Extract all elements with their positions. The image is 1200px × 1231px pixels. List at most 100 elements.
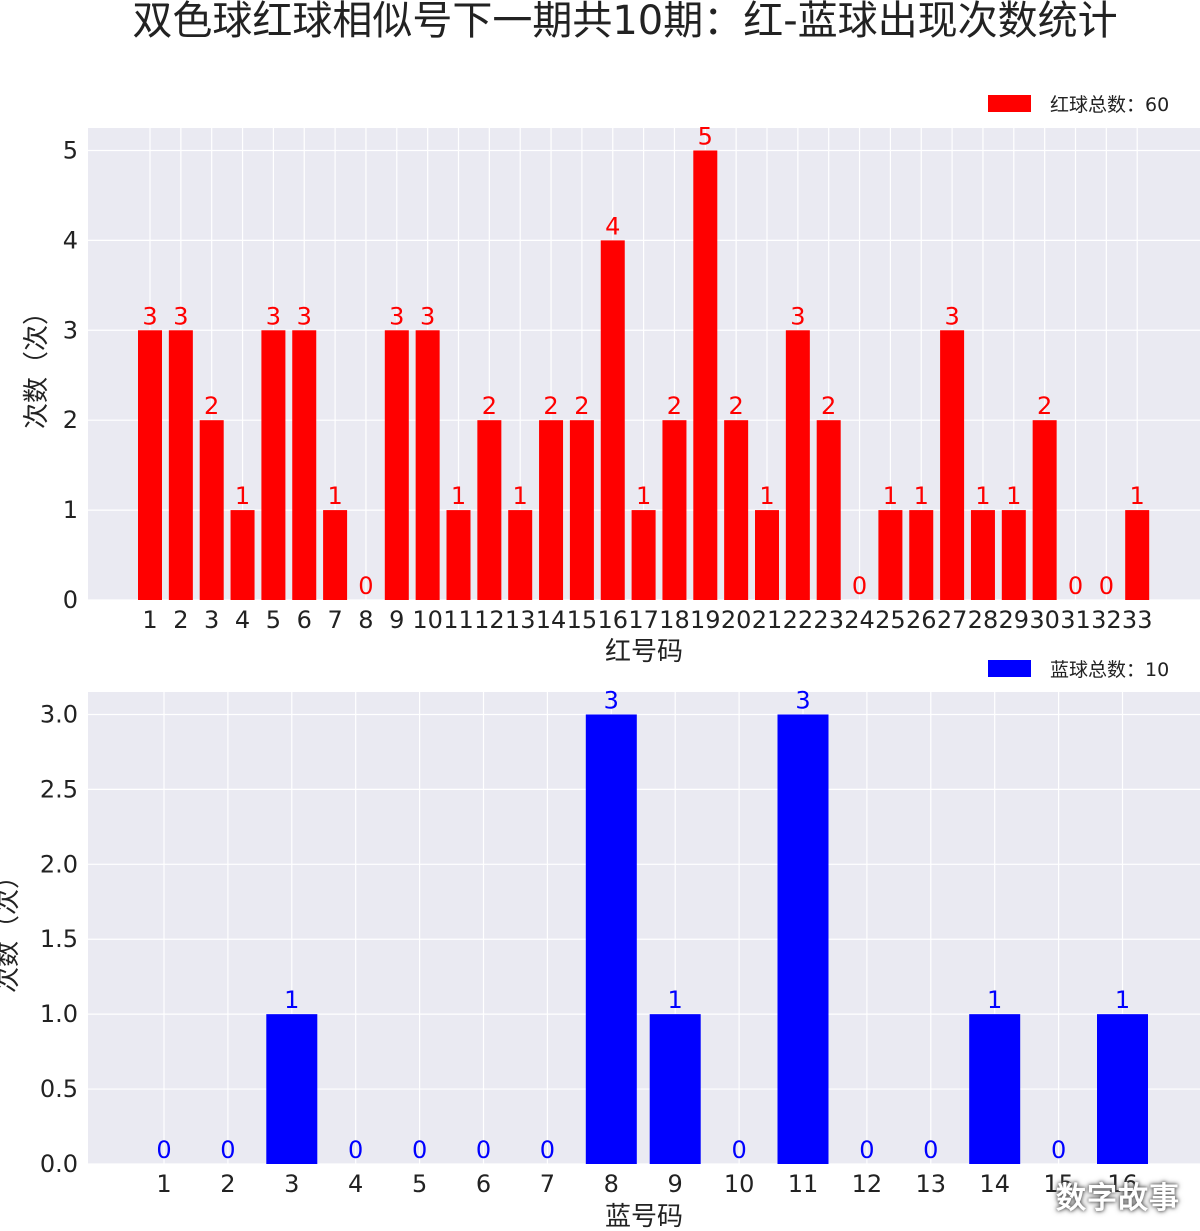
chart-title: 双色球红球相似号下一期共10期：红-蓝球出现次数统计	[132, 0, 1117, 44]
red-y-tick-label: 3	[63, 316, 78, 344]
red-bar	[415, 330, 440, 600]
red-bar-value-label: 3	[142, 302, 157, 330]
blue-x-tick-label: 15	[1043, 1170, 1074, 1198]
blue-bar-value-label: 1	[668, 986, 683, 1014]
blue-bar-value-label: 1	[987, 986, 1002, 1014]
red-bar-value-label: 4	[605, 212, 620, 240]
blue-bar-value-label: 0	[220, 1136, 235, 1164]
red-bar	[199, 420, 224, 600]
blue-y-tick-label: 2.5	[40, 775, 78, 803]
red-y-tick-label: 2	[63, 406, 78, 434]
red-bar	[323, 510, 348, 600]
red-x-tick-label: 12	[474, 606, 505, 634]
blue-y-axis-label: 次数（次）	[0, 863, 23, 993]
blue-bar	[1097, 1014, 1148, 1164]
red-bar	[816, 420, 841, 600]
red-x-tick-label: 13	[505, 606, 536, 634]
blue-bar-value-label: 0	[1051, 1136, 1066, 1164]
blue-y-tick-label: 0.0	[40, 1150, 78, 1178]
red-bar-value-label: 0	[358, 572, 373, 600]
red-bar-value-label: 1	[1130, 482, 1145, 510]
red-bar	[539, 420, 564, 600]
red-bar	[477, 420, 502, 600]
red-bar-value-label: 2	[482, 392, 497, 420]
red-bar-value-label: 1	[1006, 482, 1021, 510]
blue-y-tick-label: 1.0	[40, 1000, 78, 1028]
red-bar	[755, 510, 779, 600]
red-bar-value-label: 3	[297, 302, 312, 330]
red-bar-value-label: 1	[759, 482, 774, 510]
red-x-tick-label: 10	[412, 606, 443, 634]
red-x-tick-label: 19	[690, 606, 721, 634]
red-x-tick-label: 7	[327, 606, 342, 634]
red-bar	[384, 330, 409, 600]
red-x-tick-label: 33	[1122, 606, 1153, 634]
red-bar-value-label: 2	[667, 392, 682, 420]
red-x-axis-label: 红号码	[605, 637, 683, 667]
red-bar-value-label: 1	[235, 482, 250, 510]
blue-x-tick-label: 5	[412, 1170, 427, 1198]
red-x-tick-label: 27	[937, 606, 968, 634]
blue-x-tick-label: 9	[668, 1170, 683, 1198]
red-bar	[878, 510, 903, 600]
blue-bar-value-label: 1	[1115, 986, 1130, 1014]
red-x-tick-label: 25	[875, 606, 906, 634]
red-bar-value-label: 3	[420, 302, 435, 330]
red-x-tick-label: 11	[443, 606, 474, 634]
red-bar	[230, 510, 255, 600]
blue-legend-swatch	[988, 660, 1031, 677]
red-legend-swatch	[988, 95, 1031, 112]
red-x-tick-label: 23	[813, 606, 844, 634]
red-bar	[631, 510, 656, 600]
red-x-tick-label: 16	[597, 606, 628, 634]
blue-x-tick-label: 8	[604, 1170, 619, 1198]
blue-x-tick-label: 12	[852, 1170, 883, 1198]
red-bar-value-label: 1	[636, 482, 651, 510]
red-x-tick-label: 5	[266, 606, 281, 634]
blue-x-axis-label: 蓝号码	[605, 1202, 683, 1231]
blue-bar-value-label: 0	[540, 1136, 555, 1164]
red-x-tick-label: 26	[906, 606, 937, 634]
red-x-tick-label: 21	[752, 606, 783, 634]
red-bar-value-label: 1	[451, 482, 466, 510]
red-bar	[446, 510, 471, 600]
red-x-tick-label: 24	[844, 606, 875, 634]
red-x-tick-label: 17	[628, 606, 659, 634]
red-x-tick-label: 3	[204, 606, 219, 634]
blue-x-tick-label: 1	[156, 1170, 171, 1198]
red-bar	[292, 330, 317, 600]
blue-bar-value-label: 3	[604, 686, 619, 714]
blue-plot-area	[88, 692, 1200, 1164]
blue-x-tick-label: 13	[916, 1170, 947, 1198]
red-y-tick-label: 0	[63, 586, 78, 614]
red-bar-value-label: 3	[266, 302, 281, 330]
blue-bar	[266, 1014, 318, 1164]
red-bar-value-label: 5	[698, 122, 713, 150]
blue-y-tick-label: 2.0	[40, 850, 78, 878]
red-bar-value-label: 0	[1099, 572, 1114, 600]
blue-bar-value-label: 0	[412, 1136, 427, 1164]
red-bar	[970, 510, 995, 600]
red-bar	[600, 240, 625, 600]
blue-bar-value-label: 0	[156, 1136, 171, 1164]
red-bar-value-label: 3	[389, 302, 404, 330]
red-bar	[662, 420, 687, 600]
red-bar-value-label: 0	[852, 572, 867, 600]
blue-x-tick-label: 14	[979, 1170, 1010, 1198]
blue-y-tick-label: 3.0	[40, 700, 78, 728]
red-bar	[1032, 420, 1057, 600]
red-bar	[569, 420, 594, 600]
red-bar-value-label: 1	[914, 482, 929, 510]
blue-bar-value-label: 0	[923, 1136, 938, 1164]
red-x-tick-label: 31	[1060, 606, 1091, 634]
blue-x-tick-label: 10	[724, 1170, 755, 1198]
red-bar-value-label: 1	[513, 482, 528, 510]
red-x-tick-label: 18	[659, 606, 690, 634]
red-bar-value-label: 1	[975, 482, 990, 510]
red-legend-label: 红球总数：60	[1050, 94, 1169, 116]
red-bar	[261, 330, 286, 600]
red-y-tick-label: 5	[63, 136, 78, 164]
blue-bar-value-label: 1	[284, 986, 299, 1014]
